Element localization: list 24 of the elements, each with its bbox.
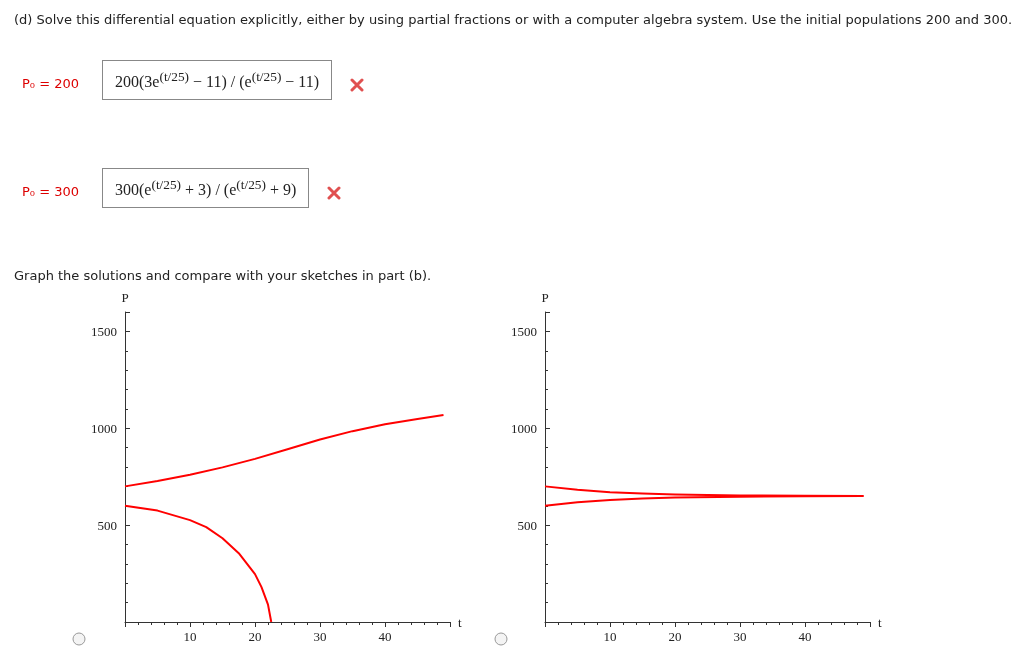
y-tick-label: 1000 (91, 420, 117, 436)
y-tick-label: 500 (517, 517, 537, 533)
text: 300(e$^{(t/25)}$ + 3) / (e$^{(t/25)}$ + 9) (102, 168, 310, 209)
x-tick-label: 40 (798, 629, 812, 644)
x-tick-label: 20 (248, 629, 262, 644)
text: 200(3e$^{(t/25)}$ − 11) / (e$^{(t/25)}$ − 11) (102, 60, 333, 101)
y-tick-label: 500 (97, 517, 117, 533)
chart-subtitle: Graph the solutions and compare with your sketches in part (b). (14, 268, 432, 283)
x-tick-label: 10 (603, 629, 617, 644)
text: (d) Solve this differential equation explicitly, either by using partial fractions or with a computer algebra system. Use the initial populations 200 and 300. (14, 12, 1013, 27)
x-tick-label: 30 (313, 629, 327, 644)
text: P₀ = 200 (22, 76, 80, 91)
y-axis-title: P (541, 290, 549, 305)
x-axis-title: t (458, 614, 462, 630)
x-tick-label: 40 (378, 629, 392, 644)
text: P₀ = 300 (22, 184, 80, 199)
x-tick-label: 10 (183, 629, 197, 644)
y-tick-label: 1500 (91, 323, 117, 339)
x-tick-label: 20 (668, 629, 682, 644)
x-axis-title: t (878, 614, 882, 630)
y-tick-label: 1000 (511, 420, 537, 436)
y-tick-label: 1500 (511, 323, 537, 339)
x-tick-label: 30 (733, 629, 747, 644)
y-axis-title: P (121, 290, 129, 305)
